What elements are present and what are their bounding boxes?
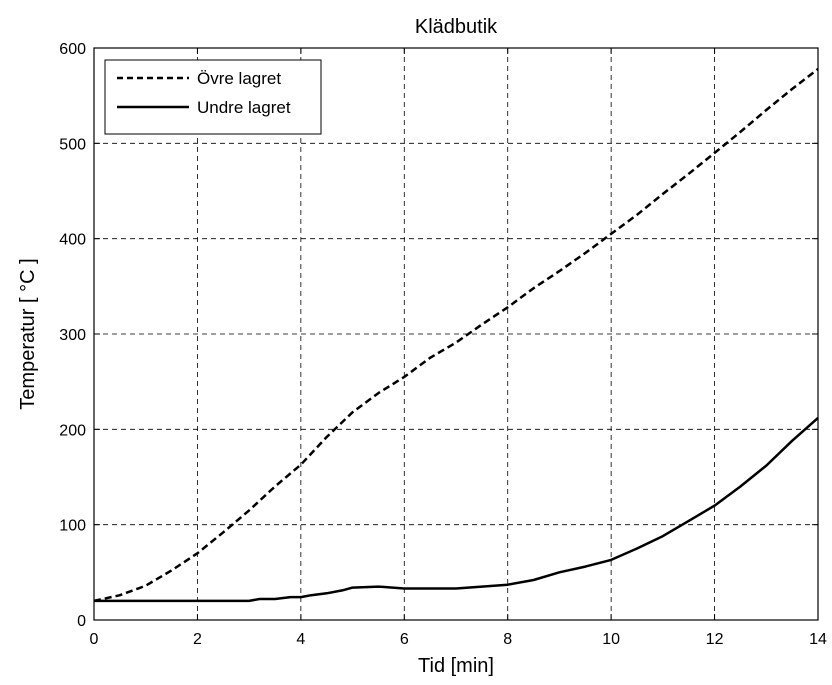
legend-box bbox=[104, 59, 322, 135]
x-tick-label: 12 bbox=[706, 631, 724, 648]
x-tick-label: 10 bbox=[602, 631, 620, 648]
legend: Övre lagret Undre lagret bbox=[104, 59, 322, 135]
y-tick-label: 400 bbox=[59, 232, 86, 249]
x-tick-label: 0 bbox=[90, 631, 99, 648]
x-axis-title: Tid [min] bbox=[418, 655, 494, 677]
grid bbox=[94, 48, 818, 620]
x-tick-label: 8 bbox=[503, 631, 512, 648]
y-tick-label: 100 bbox=[59, 518, 86, 535]
y-tick-label: 0 bbox=[77, 613, 86, 630]
y-tick-label: 200 bbox=[59, 422, 86, 439]
y-tick-label: 500 bbox=[59, 136, 86, 153]
chart-title: Klädbutik bbox=[415, 16, 498, 38]
ticks: 0 2 4 6 8 10 12 14 0 100 200 300 400 500 600 bbox=[59, 41, 827, 648]
y-tick-label: 600 bbox=[59, 41, 86, 58]
series-line-ovre-lagret bbox=[93, 68, 819, 603]
series-layer bbox=[93, 68, 819, 603]
legend-label-ovre-lagret: Övre lagret bbox=[197, 69, 281, 88]
y-tick-label: 300 bbox=[59, 327, 86, 344]
x-tick-label: 2 bbox=[193, 631, 202, 648]
series-line-undre-lagret bbox=[94, 416, 819, 603]
x-tick-label: 14 bbox=[809, 631, 827, 648]
x-tick-label: 6 bbox=[400, 631, 409, 648]
legend-label-undre-lagret: Undre lagret bbox=[197, 98, 291, 117]
y-axis-title: Temperatur [ °C ] bbox=[17, 258, 39, 409]
x-tick-label: 4 bbox=[296, 631, 305, 648]
